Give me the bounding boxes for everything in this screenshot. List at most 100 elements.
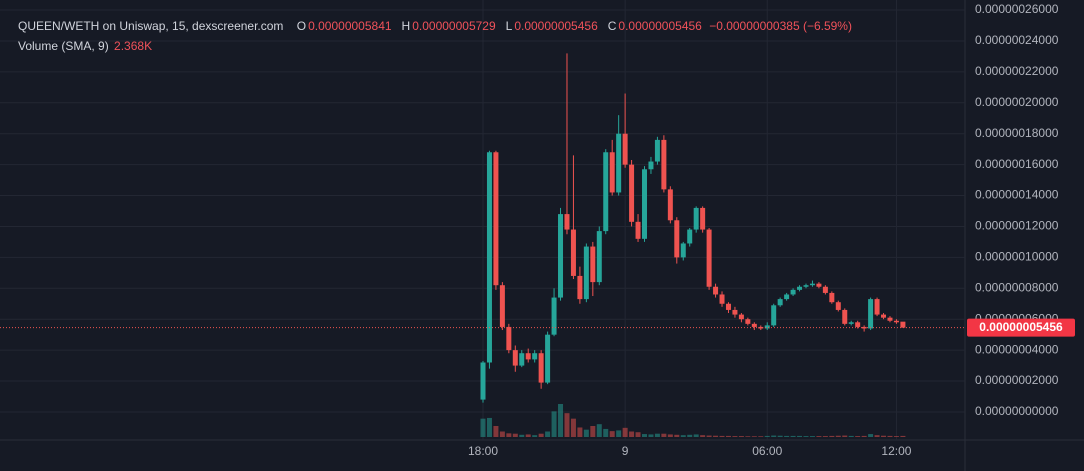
volume-bar [551, 411, 557, 437]
volume-bar [648, 434, 654, 437]
candle-body [654, 139, 660, 162]
candle-body [816, 283, 822, 287]
volume-bar [532, 435, 538, 437]
candle-body [532, 353, 538, 360]
y-tick-label: 0.00000018000 [975, 126, 1059, 140]
volume-bar [868, 434, 874, 437]
volume-bar [745, 436, 751, 437]
candle-body [893, 320, 899, 323]
y-tick-label: 0.00000008000 [975, 280, 1059, 294]
candle-body [616, 133, 622, 193]
candle-body [629, 164, 635, 222]
candle-body [512, 350, 518, 366]
x-tick-label: 12:00 [881, 444, 911, 458]
candle-body [545, 334, 551, 383]
volume-bar [687, 434, 693, 437]
candle-body [881, 314, 887, 318]
volume-bar [855, 436, 861, 437]
volume-bar [590, 426, 596, 437]
candle-body [745, 319, 751, 324]
volume-bar [486, 417, 492, 437]
candle-body [868, 299, 874, 329]
candle-body [486, 152, 492, 363]
volume-bar [499, 431, 505, 437]
volume-bar [758, 436, 764, 437]
volume-bar [525, 434, 531, 437]
candle-body [577, 275, 583, 300]
candle-body [603, 152, 609, 232]
volume-bar [887, 435, 893, 437]
volume-bar [874, 435, 880, 437]
ohlc-value: 0.00000005456 [514, 19, 598, 33]
candle-body [648, 161, 654, 170]
y-tick-label: 0.00000012000 [975, 219, 1059, 233]
candle-body [635, 221, 641, 239]
volume-bar [519, 434, 525, 437]
legend: QUEEN/WETH on Uniswap, 15, dexscreener.c… [18, 16, 854, 56]
candle-body [642, 169, 647, 239]
candle-body [706, 229, 712, 287]
ohlc-key: L [505, 19, 513, 33]
candle-body [855, 322, 861, 327]
candle-body [674, 220, 680, 258]
candle-body [622, 133, 628, 165]
volume-bar [654, 433, 660, 437]
ohlc-row: QUEEN/WETH on Uniswap, 15, dexscreener.c… [18, 16, 854, 36]
volume-bar [545, 431, 551, 437]
volume-bar [538, 433, 544, 437]
candle-body [777, 299, 783, 306]
ohlc-key: O [296, 19, 307, 33]
candle-body [900, 321, 906, 328]
volume-bar [622, 427, 628, 437]
ohlc-value: 0.00000005456 [618, 19, 702, 33]
volume-bar [797, 435, 803, 437]
volume-bar [790, 435, 796, 437]
candle-body [809, 283, 815, 286]
volume-bar [609, 431, 615, 437]
last-price-tag [967, 318, 1075, 337]
volume-bar [719, 435, 725, 437]
volume-bar [558, 404, 564, 437]
volume-bar [900, 435, 906, 437]
candle-body [887, 317, 893, 321]
volume-bar [506, 433, 512, 437]
symbol-title: QUEEN/WETH on Uniswap, 15, dexscreener.c… [18, 19, 284, 33]
volume-bar [596, 424, 602, 437]
ohlc-value: 0.00000005729 [412, 19, 496, 33]
volume-bar [583, 429, 589, 437]
y-tick-label: 0.00000004000 [975, 342, 1059, 356]
volume-sma: 2.368K [114, 39, 153, 53]
candle-body [713, 286, 719, 295]
candle-body [609, 152, 615, 193]
candle-body [784, 294, 790, 300]
volume-bar [784, 435, 790, 437]
volume-bar [700, 435, 706, 437]
candle-body [829, 292, 835, 303]
volume-bar [829, 435, 835, 437]
candle-body [590, 246, 596, 283]
candle-body [551, 297, 557, 335]
candle-body [848, 322, 854, 324]
candle-body [874, 299, 880, 315]
x-tick-label: 9 [622, 444, 629, 458]
volume-bar [635, 432, 641, 437]
candle-body [738, 314, 744, 320]
volume-bar [570, 418, 576, 437]
candle-body [493, 152, 499, 286]
ohlc-key: H [401, 19, 411, 33]
volume-bar [835, 435, 841, 437]
volume-bar [861, 435, 867, 437]
candle-body [687, 229, 693, 244]
volume-bar [764, 435, 770, 437]
volume-bar [661, 433, 667, 437]
candle-body [596, 231, 602, 283]
volume-bar [706, 435, 712, 437]
candle-body [758, 326, 764, 329]
y-tick-label: 0.00000002000 [975, 373, 1059, 387]
candle-body [764, 325, 770, 329]
candle-body [538, 353, 544, 383]
candle-body [661, 139, 667, 190]
volume-bar [674, 434, 680, 437]
x-tick-label: 06:00 [752, 444, 782, 458]
